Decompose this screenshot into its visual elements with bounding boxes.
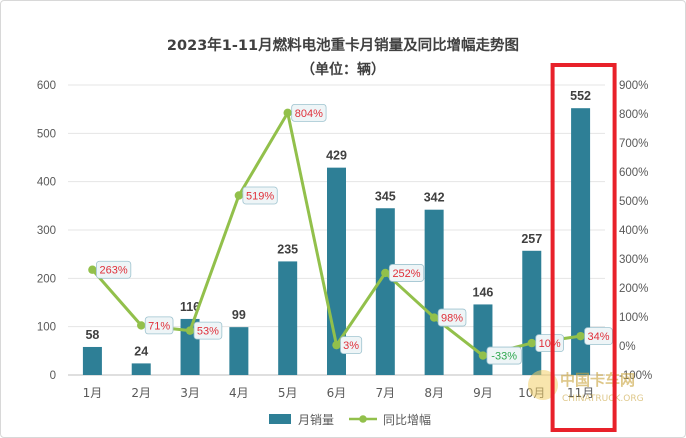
y-left-tick: 200 — [37, 273, 56, 285]
percent-label: 98% — [441, 313, 463, 325]
bar — [424, 209, 444, 375]
legend-label-line: 同比增幅 — [383, 412, 431, 427]
percent-label-box — [193, 321, 223, 340]
watermark: 中国卡车网 CHINATRUCK.ORG — [528, 370, 644, 404]
percent-label-box — [535, 334, 564, 353]
legend-swatch-bars — [269, 414, 291, 424]
watermark-logo-icon — [528, 370, 558, 400]
y-right-tick: 600% — [619, 167, 648, 179]
y-right-tick: 500% — [619, 196, 648, 208]
percent-label-box — [486, 346, 522, 365]
line-point — [381, 268, 390, 278]
percent-label: 71% — [148, 320, 170, 332]
percent-label-box — [291, 103, 327, 122]
line-point — [137, 321, 146, 330]
line-point — [185, 326, 195, 335]
percent-label-box — [144, 316, 174, 335]
line-point — [429, 313, 439, 322]
bar-value-label: 99 — [232, 308, 246, 322]
y-axis-left: 0 100 200 300 400 500 600 — [37, 80, 56, 382]
y-right-tick: 700% — [619, 138, 648, 150]
bar — [278, 261, 298, 375]
bar-value-label: 116 — [180, 300, 200, 314]
x-tick-label: 1月 — [83, 386, 103, 400]
percent-label: 263% — [100, 265, 128, 277]
bar-value-label: 235 — [277, 242, 298, 256]
percent-labels: 263% 71% 53% 519% 804% 3% 252% 98% -33% 10% 34% — [96, 103, 613, 365]
x-tick-label: 7月 — [375, 386, 395, 400]
bar-value-label: 552 — [570, 89, 591, 103]
bar — [82, 346, 102, 375]
x-tick-label: 8月 — [424, 386, 444, 400]
y-left-tick: 400 — [37, 177, 56, 189]
y-left-tick: 500 — [37, 128, 56, 140]
percent-label: 10% — [539, 338, 561, 350]
bar — [229, 327, 249, 375]
x-tick-label: 3月 — [180, 386, 200, 400]
percent-label-box — [584, 327, 613, 346]
y-left-tick: 0 — [50, 370, 56, 382]
y-right-tick: -100% — [619, 370, 652, 382]
line-point — [234, 191, 244, 200]
legend-swatch-marker — [359, 415, 367, 423]
percent-label: 3% — [343, 340, 359, 352]
percent-label: 252% — [392, 268, 420, 280]
line-point — [576, 331, 585, 341]
bar-series — [82, 108, 591, 375]
percent-label-box — [96, 260, 132, 279]
bar-value-label: 24 — [134, 344, 148, 358]
y-right-tick: 300% — [619, 254, 648, 266]
x-tick-label: 9月 — [473, 386, 493, 400]
watermark-brand: 中国卡车网 — [560, 371, 635, 389]
percent-label: 53% — [197, 326, 219, 338]
chart-title: 2023年1-11月燃料电池重卡月销量及同比增幅走势图 — [167, 36, 519, 54]
bar — [522, 250, 542, 375]
percent-label: -33% — [491, 351, 517, 363]
y-left-tick: 300 — [37, 225, 56, 237]
bar-value-label: 146 — [473, 285, 494, 299]
percent-label: 34% — [587, 331, 609, 343]
bar-value-label: 429 — [326, 149, 347, 163]
y-right-tick: 0% — [619, 341, 636, 353]
percent-label-box — [437, 308, 467, 327]
percent-label: 519% — [246, 190, 274, 202]
bar-value-label: 345 — [375, 189, 396, 203]
x-tick-label: 4月 — [229, 386, 249, 400]
line-point — [332, 340, 341, 350]
x-tick-label: 6月 — [327, 386, 347, 400]
bar-value-label: 58 — [85, 328, 99, 342]
y-right-tick: 200% — [619, 283, 648, 295]
y-right-tick: 400% — [619, 225, 648, 237]
highlight-box — [550, 63, 617, 432]
percent-label-box — [242, 186, 278, 205]
bar-value-label: 257 — [521, 232, 542, 246]
line-point — [478, 351, 488, 360]
bar-value-label: 342 — [424, 191, 445, 205]
bar — [131, 363, 151, 375]
y-right-tick: 800% — [619, 109, 648, 121]
y-right-tick: 900% — [619, 80, 648, 92]
y-right-tick: 100% — [619, 312, 648, 324]
x-tick-label: 5月 — [278, 386, 298, 400]
line-point — [527, 338, 536, 348]
chart-subtitle: （单位：辆） — [301, 61, 385, 78]
x-axis: 1月2月3月4月5月6月7月8月9月10月11月 — [83, 386, 595, 400]
percent-label-box — [340, 336, 363, 355]
bar — [571, 108, 591, 375]
line-point — [88, 265, 97, 274]
x-tick-label: 2月 — [131, 386, 151, 400]
y-axis-right: -100% 0% 100% 200% 300% 400% 500% 600% 700% 800% 9… — [619, 80, 652, 382]
y-left-tick: 600 — [37, 80, 56, 92]
x-tick-label: 11月 — [567, 386, 594, 400]
watermark-domain: CHINATRUCK.ORG — [562, 394, 644, 404]
legend-label-bars: 月销量 — [298, 413, 334, 427]
percent-label: 804% — [295, 108, 323, 120]
bar — [375, 208, 395, 375]
legend: 月销量 同比增幅 — [269, 412, 431, 427]
line-point — [283, 108, 292, 118]
y-left-tick: 100 — [37, 322, 56, 334]
bar-labels: 58 24 116 99 235 429 345 342 146 257 552 — [85, 89, 591, 358]
percent-label-box — [388, 264, 425, 282]
